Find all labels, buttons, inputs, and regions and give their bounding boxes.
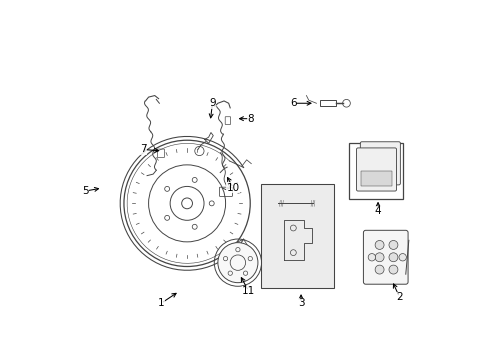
- Text: 3: 3: [297, 298, 304, 309]
- Bar: [320, 100, 335, 106]
- Circle shape: [374, 265, 383, 274]
- Text: 5: 5: [82, 186, 89, 196]
- FancyBboxPatch shape: [363, 230, 407, 284]
- Bar: [360, 171, 391, 186]
- Text: 8: 8: [247, 114, 254, 123]
- FancyBboxPatch shape: [356, 148, 396, 191]
- Circle shape: [388, 253, 397, 262]
- Circle shape: [374, 253, 383, 262]
- Bar: [348, 143, 402, 199]
- Bar: [261, 184, 333, 288]
- FancyBboxPatch shape: [360, 142, 400, 185]
- Text: 4: 4: [374, 206, 381, 216]
- Text: 10: 10: [226, 183, 239, 193]
- Circle shape: [388, 265, 397, 274]
- Circle shape: [374, 240, 383, 249]
- Text: 2: 2: [395, 292, 402, 302]
- Circle shape: [398, 253, 406, 261]
- Text: 7: 7: [140, 144, 146, 154]
- Text: 6: 6: [289, 98, 296, 108]
- Text: 11: 11: [242, 286, 255, 296]
- Text: 1: 1: [157, 298, 164, 309]
- Circle shape: [218, 243, 257, 283]
- Bar: [364, 165, 395, 180]
- Circle shape: [388, 240, 397, 249]
- Text: 9: 9: [209, 98, 215, 108]
- Circle shape: [367, 253, 375, 261]
